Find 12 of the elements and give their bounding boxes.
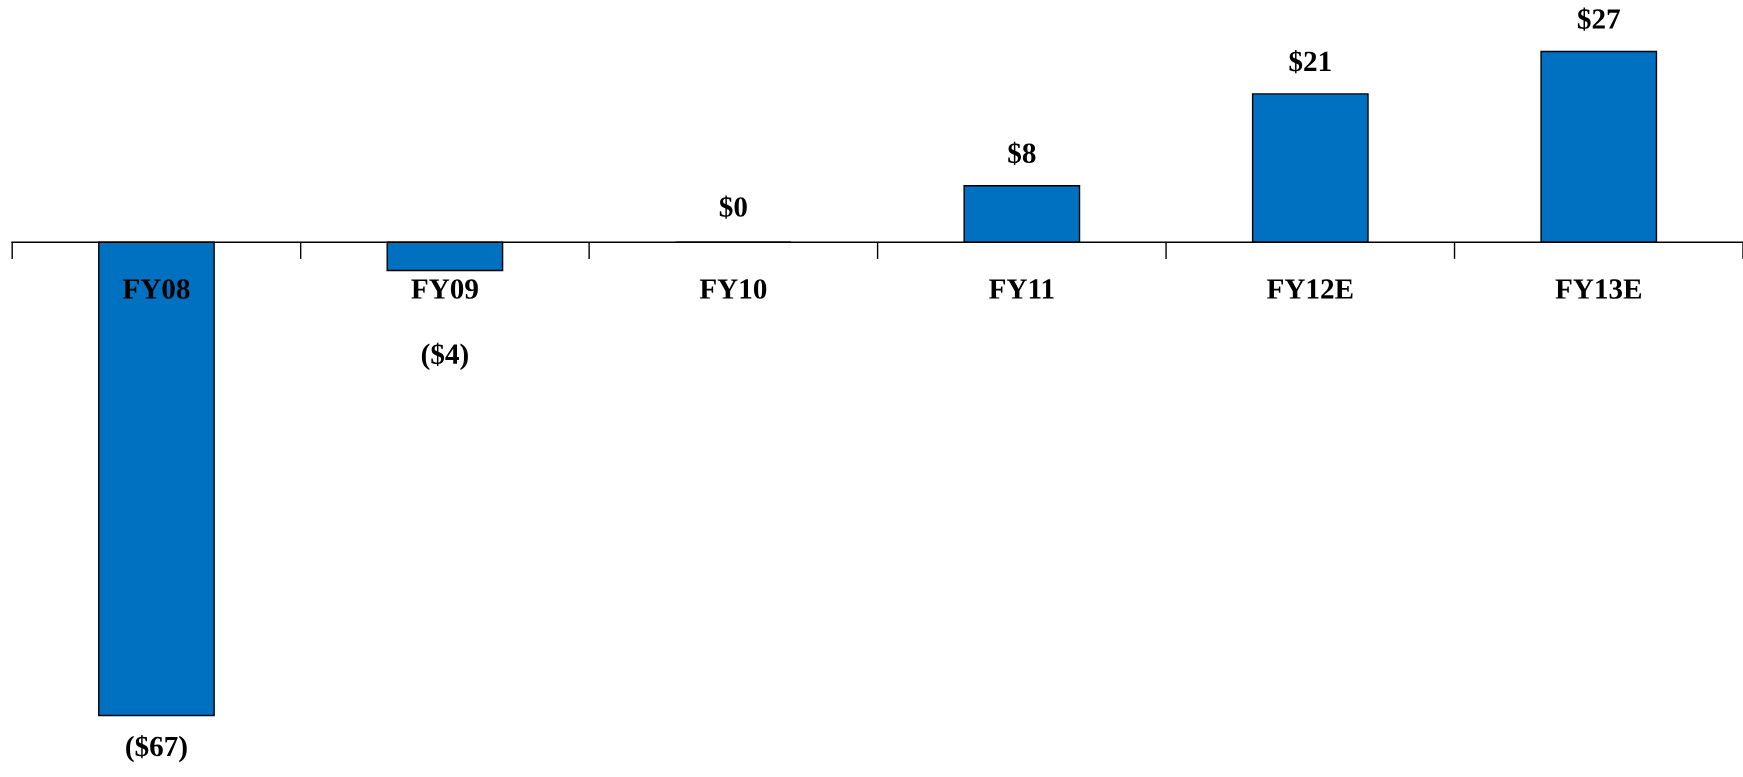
x-tick-label: FY13E	[1555, 279, 1642, 299]
data-label: $27	[1577, 7, 1620, 31]
data-label: $8	[1008, 141, 1036, 166]
x-tick-label: FY12E	[1267, 279, 1353, 299]
data-label: $0	[719, 195, 747, 219]
x-tick-label: FY10	[699, 279, 767, 299]
x-tick-label: FY08	[122, 279, 190, 299]
data-label: $21	[1289, 49, 1331, 74]
x-tick-label: FY09	[411, 279, 478, 299]
x-tick-label: FY11	[989, 279, 1054, 299]
data-label: ($67)	[126, 734, 187, 763]
data-label: ($4)	[421, 342, 468, 371]
